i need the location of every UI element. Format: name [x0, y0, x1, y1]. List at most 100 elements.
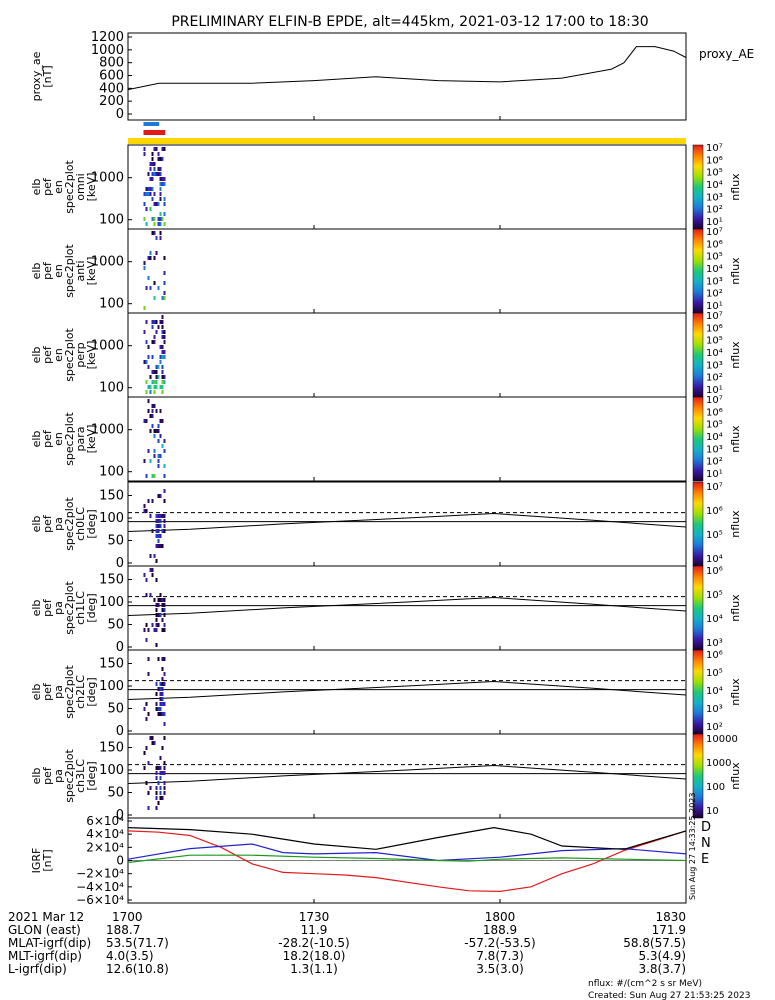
- pitch-angle-pixel: [149, 568, 152, 572]
- pitch-angle-pixel: [157, 598, 160, 602]
- colorbar-tick-label: 10⁵: [706, 530, 723, 541]
- spectrogram-pixel: [159, 177, 162, 181]
- spectrogram-pixel: [163, 296, 166, 300]
- spectrogram-pixel: [163, 212, 166, 216]
- colorbar-rect: [692, 144, 704, 230]
- spectrogram-pixel: [163, 222, 166, 226]
- spectrogram-panel-frame: [127, 396, 687, 482]
- pitch-angle-pixel: [159, 707, 162, 711]
- pitch-angle-ylabel-line: spec2plot: [63, 749, 76, 803]
- pitch-angle-pixel: [163, 623, 166, 627]
- colorbar-tick-label: 10⁷: [706, 143, 723, 154]
- spectrogram-pixel: [153, 172, 156, 176]
- spectrogram-pixel: [153, 335, 156, 339]
- spectrogram-pixel: [161, 320, 164, 324]
- pitch-angle-pixel: [157, 623, 160, 627]
- spectrogram-pixel: [145, 222, 148, 226]
- spectrogram-pixel: [153, 147, 156, 151]
- spectrogram-pixel: [161, 147, 164, 151]
- spectrogram-pixel: [153, 296, 156, 300]
- spectrogram-ylabel-line: elb: [30, 431, 43, 448]
- pitch-angle-ylabel-line: elb: [30, 516, 43, 533]
- pitch-angle-ytick-label: 0: [116, 640, 124, 655]
- spectrogram-pixel: [163, 380, 166, 384]
- spectrogram-pixel: [143, 147, 146, 151]
- footer-cell: 18.2(18.0): [283, 949, 346, 963]
- spectrogram-pixel: [159, 167, 162, 171]
- spectrogram-pixel: [153, 167, 156, 171]
- pitch-angle-ylabel-line: [deg]: [85, 677, 98, 706]
- colorbar-tick-label: 10⁴: [706, 264, 723, 275]
- spectrogram-pixel: [149, 459, 152, 463]
- pitch-angle-pixel: [155, 702, 158, 706]
- spectrogram-pixel: [151, 409, 154, 413]
- colorbar-tick-label: 10⁵: [706, 668, 723, 679]
- spectrogram-pixel: [157, 286, 160, 290]
- pitch-angle-pixel: [159, 534, 162, 538]
- pitch-angle-pixel: [147, 672, 150, 676]
- spectrogram-pixel: [143, 419, 146, 423]
- ae-ytick-label: 400: [99, 81, 124, 96]
- spectrogram-pixel: [151, 355, 154, 359]
- spectrogram-ylabel-line: [keV]: [85, 257, 98, 286]
- spectrogram-pixel: [161, 370, 164, 374]
- pitch-angle-pixel: [157, 687, 160, 691]
- colorbar-rect: [692, 649, 704, 735]
- colorbar-label: nflux: [729, 173, 742, 201]
- spectrogram-pixel: [143, 217, 146, 221]
- spectrogram-colorbar: [692, 396, 704, 482]
- spectrogram-pixel: [147, 355, 150, 359]
- igrf-series-line: [127, 830, 687, 893]
- spectrogram-pixel: [157, 464, 160, 468]
- colorbar-rect: [692, 312, 704, 398]
- pitch-angle-pixel: [143, 766, 146, 770]
- pitch-angle-pixel: [147, 657, 150, 661]
- pitch-angle-ytick-label: 0: [116, 556, 124, 571]
- colorbar-rect: [692, 228, 704, 314]
- spectrogram-pixel: [151, 414, 154, 418]
- science-zone-bar-blue: [143, 122, 160, 126]
- pitch-angle-pixel: [159, 682, 162, 686]
- spectrogram-pixel: [155, 380, 158, 384]
- pitch-angle-ytick-label: 50: [107, 702, 124, 717]
- pitch-angle-pixel: [149, 554, 152, 558]
- spectrogram-pixel: [155, 236, 158, 240]
- spectrogram-pixel: [151, 231, 154, 235]
- pitch-angle-pixel: [155, 623, 158, 627]
- spectrogram-pixel: [147, 276, 150, 280]
- spectrogram-pixel: [157, 459, 160, 463]
- spectrogram-pixel: [145, 474, 148, 478]
- pitch-angle-ylabel-line: pef: [41, 514, 54, 533]
- spectrogram-pixel: [155, 409, 158, 413]
- pitch-angle-pixel: [163, 786, 166, 790]
- colorbar-tick-label: 10000: [706, 734, 738, 745]
- colorbar-tick-label: 10⁶: [706, 155, 723, 166]
- pitch-angle-pixel: [163, 761, 166, 765]
- spectrogram-pixel: [147, 399, 150, 403]
- colorbar-tick-label: 10⁵: [706, 590, 723, 601]
- pitch-angle-pixel: [161, 687, 164, 691]
- spectrogram-pixel: [159, 172, 162, 176]
- pitch-angle-pixel: [155, 559, 158, 563]
- pitch-angle-ytick-label: 50: [107, 786, 124, 801]
- footer-note-units: nflux: #/(cm^2 s sr MeV): [588, 979, 702, 989]
- pitch-angle-ytick-label: 150: [99, 489, 124, 504]
- spectrogram-pixel: [143, 360, 146, 364]
- spectrogram-pixel: [145, 340, 148, 344]
- colorbar-rect: [692, 733, 704, 819]
- pitch-angle-pixel: [161, 712, 164, 716]
- footer-row-label: L-igrf(dip): [8, 962, 67, 976]
- pitch-angle-pixel: [161, 514, 164, 518]
- spectrogram-pixel: [151, 157, 154, 161]
- pitch-angle-ylabel-line: [deg]: [85, 761, 98, 790]
- spectrogram-pixel: [151, 474, 154, 478]
- pitch-angle-pixel: [149, 514, 152, 518]
- pitch-angle-pixel: [157, 529, 160, 533]
- spectrogram-pixel: [147, 345, 150, 349]
- spectrogram-pixel: [155, 320, 158, 324]
- spectrogram-pixel: [159, 236, 162, 240]
- pitch-angle-colorbar: [692, 649, 704, 735]
- spectrogram-pixel: [161, 315, 164, 319]
- spectrogram-pixel: [153, 474, 156, 478]
